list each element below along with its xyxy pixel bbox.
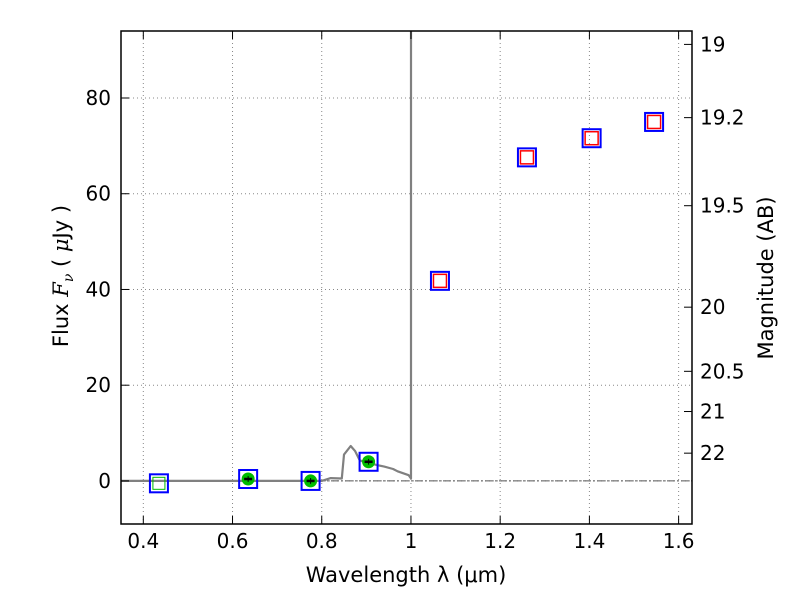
- model-point-marker: [358, 451, 379, 472]
- y2-tick-label: 21: [700, 400, 725, 424]
- observed-point-marker: [646, 114, 662, 130]
- y-axis-label: Flux Fν ( μJy ): [49, 205, 77, 347]
- y-tick-label: 40: [86, 277, 111, 301]
- model-point-marker: [516, 147, 537, 168]
- model-point-marker: [238, 469, 259, 490]
- y-tick-label: 60: [86, 182, 111, 206]
- model-point-marker: [429, 270, 450, 291]
- observed-point-marker: [584, 130, 599, 146]
- y-axis-label-sub: ν: [61, 273, 77, 282]
- y2-tick-label: 19.2: [700, 106, 745, 130]
- y2-axis-label: Magnitude (AB): [754, 196, 778, 359]
- y2-tick-label: 20.5: [700, 359, 745, 383]
- x-tick-label: 1.4: [573, 529, 605, 553]
- plot-frame: [120, 30, 693, 525]
- y-axis-label-prefix: Flux: [49, 297, 73, 347]
- x-tick-label: 0.8: [306, 529, 338, 553]
- y-axis-label-unit: Jy ): [49, 205, 73, 241]
- x-tick-label: 1.6: [663, 529, 695, 553]
- y-tick-label: 80: [86, 86, 111, 110]
- model-point-marker: [148, 473, 169, 494]
- y2-tick-label: 19.5: [700, 194, 745, 218]
- x-tick-label: 1.2: [484, 529, 516, 553]
- x-tick-label: 1: [405, 529, 418, 553]
- y-axis-label-mu: μ: [49, 238, 73, 252]
- x-axis-label: Wavelength λ (μm): [306, 563, 507, 587]
- y-tick-label: 20: [86, 373, 111, 397]
- observed-point-marker: [519, 150, 535, 165]
- y-tick-label: 0: [98, 469, 111, 493]
- model-point-marker: [644, 111, 665, 132]
- observed-point-marker: [432, 273, 448, 289]
- x-tick-label: 0.4: [127, 529, 159, 553]
- y-axis-label-var: F: [49, 281, 73, 298]
- plot-area: [121, 31, 665, 494]
- x-tick-label: 0.6: [217, 529, 249, 553]
- y2-tick-label: 22: [700, 441, 725, 465]
- y2-tick-label: 19: [700, 32, 725, 56]
- axis-ticks: 0.4 0.6 0.8 1 1.2 1.4 1.6 0 20 40 60 80 19 19.2 19.5 20…: [86, 31, 745, 553]
- nondetection-marker: [152, 476, 166, 490]
- model-point-marker: [300, 470, 321, 491]
- y2-tick-label: 20: [700, 295, 725, 319]
- model-point-marker: [581, 128, 602, 149]
- y-axis-label-open: (: [49, 252, 73, 274]
